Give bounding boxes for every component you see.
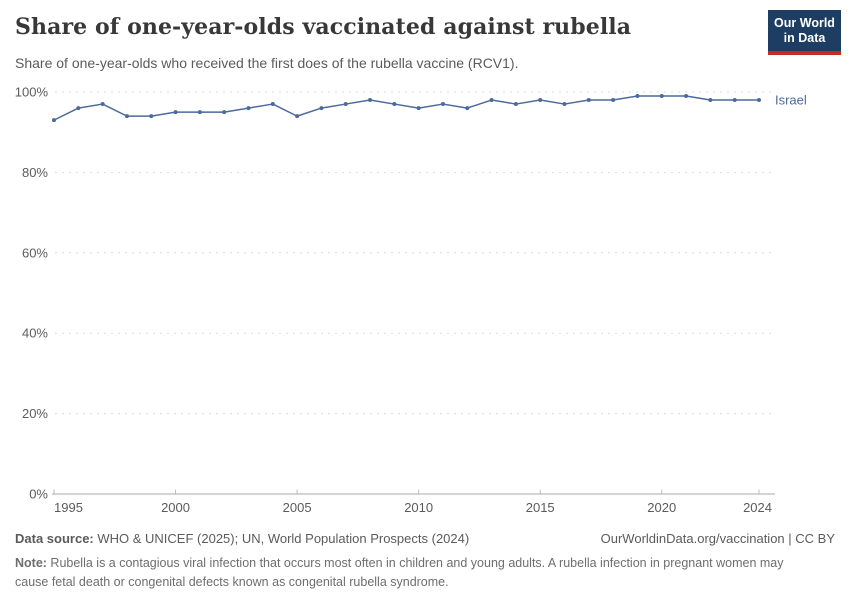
data-point[interactable]: [708, 98, 713, 103]
chart-note: Note: Rubella is a contagious viral infe…: [15, 554, 815, 592]
y-tick-label: 60%: [22, 245, 48, 260]
data-point[interactable]: [319, 106, 324, 111]
data-point[interactable]: [513, 102, 518, 107]
note-label: Note:: [15, 556, 47, 570]
data-point[interactable]: [538, 98, 543, 103]
y-tick-label: 40%: [22, 326, 48, 341]
data-point[interactable]: [270, 102, 275, 107]
data-point[interactable]: [149, 114, 154, 119]
data-point[interactable]: [343, 102, 348, 107]
x-tick-label: 2010: [404, 500, 433, 515]
data-point[interactable]: [52, 118, 56, 123]
data-point[interactable]: [562, 102, 567, 107]
page-title: Share of one-year-olds vaccinated agains…: [15, 14, 632, 40]
y-tick-label: 100%: [15, 85, 49, 100]
x-tick-label: 2000: [161, 500, 190, 515]
data-point[interactable]: [295, 114, 300, 119]
cc-by-link[interactable]: CC BY: [795, 531, 835, 546]
y-tick-label: 80%: [22, 165, 48, 180]
y-tick-label: 20%: [22, 406, 48, 421]
x-tick-label: 1995: [54, 500, 83, 515]
data-point[interactable]: [416, 106, 421, 111]
data-point[interactable]: [684, 94, 689, 99]
data-point[interactable]: [465, 106, 470, 111]
data-point[interactable]: [659, 94, 664, 99]
owid-logo[interactable]: Our World in Data: [768, 10, 841, 55]
line-chart[interactable]: 0% 20% 40% 60% 80% 100% 1995 2000 2005 2010 2015 20…: [0, 75, 850, 525]
owid-logo-line1: Our World: [774, 15, 835, 30]
x-tick-label: 2020: [647, 500, 676, 515]
footer-links: OurWorldinData.org/vaccination | CC BY: [601, 531, 835, 546]
data-point[interactable]: [732, 98, 737, 103]
data-point[interactable]: [368, 98, 373, 103]
data-point[interactable]: [173, 110, 178, 115]
footer-separator: |: [784, 531, 796, 546]
chart-subtitle: Share of one-year-olds who received the …: [15, 55, 519, 71]
owid-url-link[interactable]: OurWorldinData.org/vaccination: [600, 531, 785, 546]
data-point[interactable]: [489, 98, 494, 103]
data-source-label: Data source:: [15, 531, 94, 546]
data-point[interactable]: [246, 106, 251, 111]
data-point[interactable]: [222, 110, 227, 115]
data-source: Data source: WHO & UNICEF (2025); UN, Wo…: [15, 531, 469, 546]
data-point[interactable]: [440, 102, 445, 107]
x-tick-label: 2015: [526, 500, 555, 515]
note-text: Rubella is a contagious viral infection …: [15, 556, 784, 589]
y-tick-label: 0%: [29, 487, 48, 502]
series-line-israel[interactable]: [53, 95, 759, 121]
data-point[interactable]: [124, 114, 129, 119]
data-point[interactable]: [197, 110, 202, 115]
data-point[interactable]: [611, 98, 616, 103]
data-point[interactable]: [100, 102, 105, 107]
owid-logo-line2: in Data: [783, 30, 826, 45]
data-source-text: WHO & UNICEF (2025); UN, World Populatio…: [93, 531, 470, 546]
data-point[interactable]: [392, 102, 397, 107]
data-point[interactable]: [756, 98, 761, 103]
x-tick-label: 2005: [283, 500, 312, 515]
data-point[interactable]: [635, 94, 640, 99]
x-tick-label: 2024: [743, 500, 772, 515]
series-label-israel[interactable]: Israel: [775, 93, 807, 108]
data-point[interactable]: [586, 98, 591, 103]
data-point[interactable]: [76, 106, 81, 111]
chart-footer: Data source: WHO & UNICEF (2025); UN, Wo…: [15, 531, 835, 546]
